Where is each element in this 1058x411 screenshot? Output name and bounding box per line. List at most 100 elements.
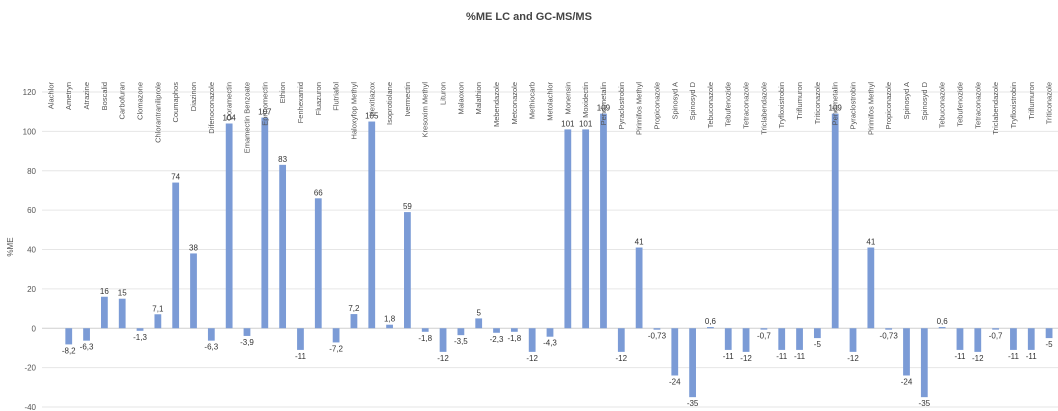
bar — [671, 328, 679, 376]
data-label: -24 — [669, 378, 681, 387]
category-label: Pirimifos Methyl — [866, 82, 875, 135]
data-label: 59 — [403, 202, 412, 211]
bar — [867, 247, 875, 329]
bar — [1010, 328, 1017, 350]
data-label: -11 — [1008, 352, 1020, 361]
data-label: 38 — [189, 243, 198, 252]
category-label: Flutriafol — [332, 82, 341, 111]
data-label: -0,73 — [880, 332, 899, 341]
bar — [350, 314, 358, 329]
data-label: -11 — [295, 352, 307, 361]
category-label: Atrazine — [82, 82, 91, 110]
data-label: 105 — [365, 112, 379, 121]
y-tick-label: -20 — [24, 364, 36, 373]
data-label: 83 — [278, 155, 287, 164]
category-label: Propiconazole — [884, 82, 893, 130]
bar — [207, 328, 215, 341]
data-label: -12 — [616, 354, 628, 363]
bar — [938, 327, 946, 329]
y-tick-label: 60 — [27, 206, 36, 215]
bar — [760, 328, 768, 330]
bar — [796, 328, 803, 350]
data-label: -8,2 — [62, 346, 76, 355]
data-label: 101 — [561, 119, 575, 128]
bar — [849, 328, 857, 352]
category-label: Triclabendazole — [759, 82, 768, 135]
bar — [279, 164, 287, 329]
y-tick-label: 100 — [23, 127, 37, 136]
category-label: Methiocarb — [528, 82, 537, 119]
bar — [404, 212, 411, 329]
data-label: -3,5 — [454, 337, 468, 346]
category-label: Coumaphos — [171, 82, 180, 123]
bar — [546, 328, 554, 337]
data-label: -11 — [954, 352, 966, 361]
category-label: Lituron — [439, 82, 448, 105]
bar — [956, 328, 964, 350]
bar — [297, 328, 304, 350]
bar — [617, 328, 625, 352]
data-label: 101 — [579, 119, 593, 128]
y-tick-label: 120 — [23, 88, 37, 97]
data-label: -2,3 — [490, 335, 504, 344]
category-label: Malathion — [474, 82, 483, 115]
category-label: Tryfloxistrobin — [1009, 82, 1018, 128]
bar — [992, 328, 1000, 330]
category-label: Difenoconazole — [207, 82, 216, 134]
bar — [742, 328, 750, 352]
category-label: Metolachlor — [546, 82, 555, 121]
data-label: -5 — [814, 340, 822, 349]
bar — [831, 113, 839, 329]
y-tick-label: 80 — [27, 167, 36, 176]
category-label: Ametryn — [64, 82, 73, 110]
data-label: 15 — [118, 289, 127, 298]
bar — [707, 327, 714, 329]
data-label: 0,6 — [937, 317, 949, 326]
data-label: -35 — [919, 399, 931, 408]
data-label: -3,9 — [240, 338, 254, 347]
data-label: -0,73 — [648, 332, 667, 341]
category-label: Triclabendazole — [991, 82, 1000, 135]
data-label: -11 — [723, 352, 735, 361]
bar — [1045, 328, 1053, 339]
data-label: -0,7 — [989, 332, 1003, 341]
category-label: Pyraclostrobin — [617, 82, 626, 130]
category-label: Emamectin Benzoate — [242, 82, 251, 153]
data-label: -1,8 — [418, 334, 432, 343]
bar — [386, 324, 393, 329]
bar — [243, 328, 251, 336]
category-label: Diazinon — [189, 82, 198, 111]
category-label: Ivermectin — [403, 82, 412, 117]
data-label: -0,7 — [757, 332, 771, 341]
category-label: Tryfloxistrobin — [777, 82, 786, 128]
category-label: Malaoxon — [456, 82, 465, 115]
bar — [83, 328, 90, 341]
category-label: Fenhexamid — [296, 82, 305, 123]
bar — [689, 328, 696, 398]
data-label: -5 — [1046, 340, 1054, 349]
bar — [510, 328, 518, 332]
bar — [974, 328, 982, 352]
bar — [1027, 328, 1035, 350]
category-label: Haloxyfop Methyl — [349, 82, 358, 140]
category-label: Triticonazole — [813, 82, 822, 124]
category-label: Mebendazole — [492, 82, 501, 127]
category-label: Moxidectin — [581, 82, 590, 118]
data-label: -12 — [847, 354, 859, 363]
bar — [261, 117, 269, 329]
data-label: 1,8 — [384, 315, 396, 324]
bar — [885, 328, 893, 330]
data-label: -12 — [740, 354, 752, 363]
chart-title: %ME LC and GC-MS/MS — [466, 11, 592, 23]
category-label: Kresoxim Methyl — [421, 82, 430, 138]
category-label: Pirimifos Methyl — [635, 82, 644, 135]
category-label: Spinosyd D — [920, 81, 929, 120]
bar — [653, 328, 661, 330]
category-label: Pendimetalin — [599, 82, 608, 125]
data-label: 41 — [866, 238, 875, 247]
category-label: Spinosyd D — [688, 81, 697, 120]
category-label: Ethion — [278, 82, 287, 103]
data-label: -6,3 — [204, 343, 218, 352]
data-label: 109 — [597, 104, 611, 113]
